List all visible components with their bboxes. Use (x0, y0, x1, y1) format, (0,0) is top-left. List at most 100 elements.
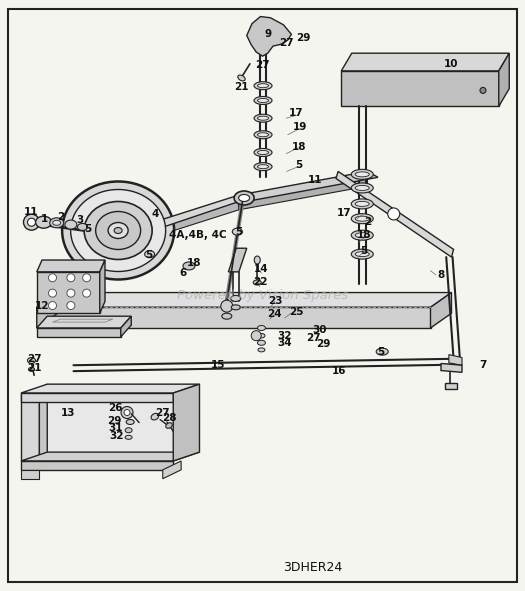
Ellipse shape (108, 222, 128, 239)
Text: Powered by Vision Spares: Powered by Vision Spares (177, 289, 348, 302)
Polygon shape (441, 363, 462, 372)
Text: 29: 29 (107, 416, 122, 426)
Polygon shape (247, 17, 291, 56)
Text: 5: 5 (360, 246, 368, 256)
Ellipse shape (232, 228, 243, 235)
Ellipse shape (230, 296, 241, 301)
Text: 5: 5 (85, 225, 92, 234)
Text: 27: 27 (27, 355, 41, 364)
Circle shape (251, 331, 261, 340)
Polygon shape (445, 383, 457, 389)
Ellipse shape (234, 191, 254, 205)
Ellipse shape (28, 368, 35, 371)
Ellipse shape (254, 82, 272, 90)
Text: 11: 11 (308, 176, 322, 185)
Polygon shape (100, 260, 105, 313)
Polygon shape (239, 171, 378, 201)
Circle shape (67, 289, 75, 297)
Text: 27: 27 (306, 333, 321, 343)
Ellipse shape (351, 249, 373, 259)
Ellipse shape (376, 348, 388, 355)
Text: 25: 25 (289, 307, 304, 317)
Ellipse shape (71, 190, 165, 271)
Ellipse shape (253, 280, 261, 285)
Text: 21: 21 (234, 83, 249, 92)
Text: 10: 10 (444, 59, 459, 69)
Polygon shape (121, 316, 131, 337)
Text: 8: 8 (437, 270, 445, 280)
Text: 17: 17 (337, 208, 352, 217)
Polygon shape (37, 260, 105, 272)
Polygon shape (228, 248, 247, 272)
Circle shape (82, 289, 91, 297)
Text: 13: 13 (61, 408, 76, 417)
Text: 27: 27 (155, 408, 170, 417)
Ellipse shape (258, 84, 268, 87)
Text: 29: 29 (296, 34, 311, 43)
Ellipse shape (52, 220, 61, 225)
Ellipse shape (96, 212, 141, 249)
Ellipse shape (125, 436, 132, 439)
Circle shape (221, 300, 233, 312)
Text: 4A,4B, 4C: 4A,4B, 4C (169, 230, 226, 240)
Circle shape (67, 274, 75, 282)
Text: 30: 30 (312, 325, 327, 335)
Text: 26: 26 (108, 403, 123, 413)
Ellipse shape (77, 223, 88, 230)
Text: 32: 32 (277, 331, 292, 340)
Polygon shape (81, 201, 239, 260)
Ellipse shape (254, 256, 260, 264)
Circle shape (82, 274, 91, 282)
Ellipse shape (239, 194, 249, 202)
Ellipse shape (84, 202, 152, 259)
Ellipse shape (355, 233, 369, 238)
Polygon shape (341, 53, 509, 71)
Polygon shape (39, 384, 47, 461)
Text: 2: 2 (364, 217, 371, 226)
Text: 2: 2 (57, 213, 64, 222)
Ellipse shape (258, 165, 268, 168)
Polygon shape (341, 71, 499, 106)
Text: 6: 6 (179, 268, 186, 278)
Text: 32: 32 (109, 431, 124, 441)
Circle shape (48, 289, 57, 297)
Ellipse shape (351, 230, 373, 240)
Text: 31: 31 (108, 423, 123, 433)
Polygon shape (449, 355, 462, 365)
Ellipse shape (257, 326, 266, 330)
Ellipse shape (258, 133, 268, 137)
Circle shape (121, 407, 133, 418)
Text: 4: 4 (152, 209, 159, 219)
Ellipse shape (254, 114, 272, 122)
Ellipse shape (355, 202, 369, 206)
Circle shape (48, 301, 57, 310)
Text: 7: 7 (479, 361, 487, 370)
Ellipse shape (258, 116, 268, 120)
Ellipse shape (65, 220, 77, 229)
Text: 22: 22 (253, 278, 267, 287)
Text: 21: 21 (27, 363, 41, 372)
Ellipse shape (258, 348, 265, 352)
Ellipse shape (355, 252, 369, 256)
Text: 5: 5 (145, 251, 153, 260)
Circle shape (67, 301, 75, 310)
Ellipse shape (351, 170, 373, 179)
Ellipse shape (355, 186, 369, 190)
Polygon shape (21, 384, 200, 393)
Text: 23: 23 (268, 297, 282, 306)
Ellipse shape (62, 181, 174, 280)
Ellipse shape (183, 262, 195, 270)
Text: 27: 27 (279, 38, 294, 47)
Text: 15: 15 (211, 361, 226, 370)
Text: 16: 16 (331, 366, 346, 376)
Polygon shape (37, 307, 430, 328)
Ellipse shape (231, 305, 240, 310)
Ellipse shape (166, 423, 172, 428)
Text: 9: 9 (264, 30, 271, 39)
Polygon shape (37, 272, 100, 313)
Ellipse shape (125, 428, 132, 433)
Ellipse shape (351, 214, 373, 223)
Polygon shape (173, 384, 200, 461)
Ellipse shape (50, 218, 64, 228)
Ellipse shape (355, 172, 369, 177)
